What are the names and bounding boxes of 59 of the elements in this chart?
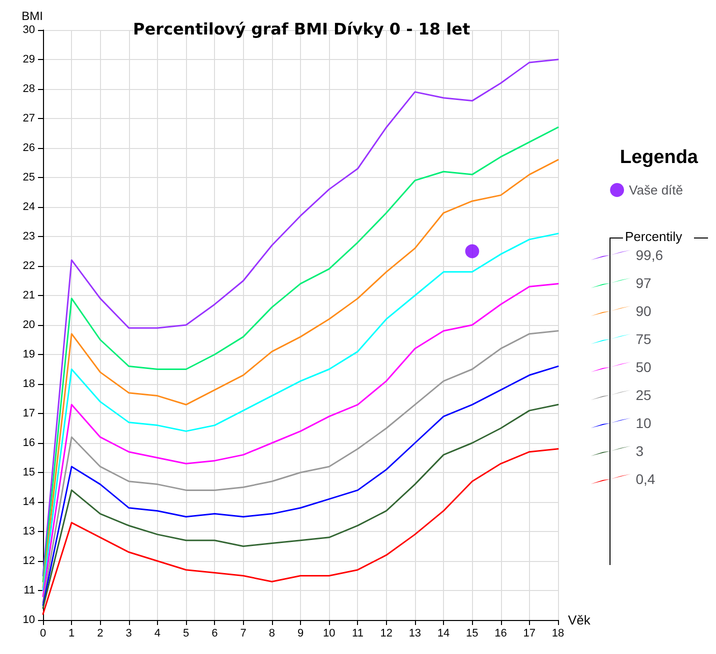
y-tick-label: 22 [22,260,35,272]
y-tick-label: 16 [22,437,35,449]
x-tick-label: 13 [408,628,422,640]
legend-label: 10 [636,415,652,431]
legend-label: 75 [636,331,652,347]
x-axis-title: Věk [568,612,591,628]
y-tick-label: 18 [22,378,35,390]
chart-title: Percentilový graf BMI Dívky 0 - 18 let [133,20,470,38]
y-tick-label: 10 [22,614,35,626]
y-tick-label: 29 [22,54,35,66]
x-tick-label: 9 [297,628,304,640]
line-series [42,232,559,592]
legend-label: 50 [636,359,652,375]
x-tick-label: 11 [352,628,364,640]
y-tick-label: 30 [22,24,35,36]
y-tick-label: 20 [22,319,35,331]
x-tick-label: 15 [466,628,478,640]
y-tick-label: 12 [22,555,35,567]
line-series [42,282,559,598]
legend-label: Vaše dítě [629,182,684,198]
x-tick-label: 18 [552,628,564,640]
y-tick-label: 19 [22,348,35,360]
line-series [42,404,559,609]
legend-label: 97 [636,275,652,291]
y-tick-label: 27 [22,112,35,124]
x-tick-label: 8 [268,628,275,640]
legend-label: 0,4 [636,471,656,487]
text: Percentily [625,229,683,244]
y-tick-label: 26 [22,142,35,154]
x-tick-label: 1 [68,628,75,640]
x-tick-label: 6 [212,628,218,640]
y-tick-label: 23 [22,230,35,242]
x-tick-label: 4 [154,628,161,640]
y-tick-label: 13 [22,526,35,538]
x-tick-label: 0 [40,628,46,640]
y-tick-label: 15 [22,466,35,478]
line-series [42,448,559,615]
y-tick-label: 21 [22,290,35,302]
legend-title: Legenda [620,147,698,168]
x-tick-label: 14 [437,628,450,640]
y-tick-label: 11 [24,584,35,596]
legend-label: 3 [636,443,644,459]
x-tick-label: 16 [494,628,507,640]
y-tick-label: 17 [22,408,35,420]
x-tick-label: 10 [322,628,336,640]
y-tick-label: 25 [22,172,35,184]
x-tick-label: 3 [126,628,132,640]
legend-label: 99,6 [636,247,664,263]
y-tick-label: 14 [22,496,35,508]
x-tick-label: 2 [97,628,104,640]
y-axis-title: BMI [22,9,43,23]
x-tick-label: 17 [523,628,536,640]
x-tick-label: 7 [240,628,246,640]
x-tick-label: 5 [182,628,190,640]
legend-label: 25 [636,387,652,403]
x-tick-label: 12 [380,628,392,640]
legend-label: 90 [636,303,652,319]
y-tick-label: 24 [22,201,35,213]
y-tick-label: 28 [22,83,35,95]
